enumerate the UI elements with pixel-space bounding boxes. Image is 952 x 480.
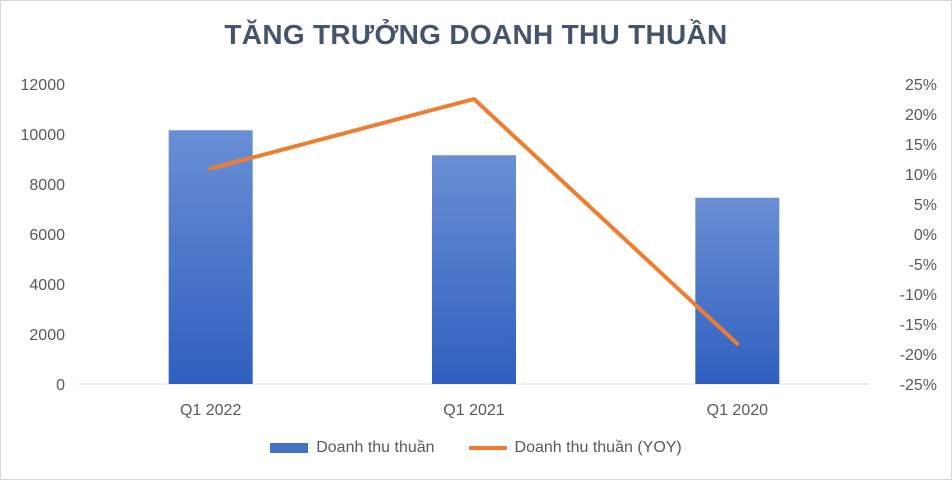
y-right-tick-label: 10% xyxy=(905,167,937,184)
y-right-tick-label: 0% xyxy=(914,227,937,244)
legend-swatch-line xyxy=(468,446,507,450)
y-right-tick-label: 20% xyxy=(905,107,937,124)
y-right-tick-label: 15% xyxy=(905,137,937,154)
y-left-tick-label: 0 xyxy=(56,377,65,394)
legend-label-bar: Doanh thu thuần xyxy=(316,439,435,456)
bar xyxy=(168,130,253,384)
y-right-tick-label: 25% xyxy=(905,77,937,94)
y-left-tick-label: 12000 xyxy=(21,77,66,94)
y-right-tick-label: -10% xyxy=(900,287,937,304)
legend-swatch-bar xyxy=(270,443,309,453)
y-left-tick-label: 4000 xyxy=(29,277,65,294)
legend-item-bar: Doanh thu thuần xyxy=(270,439,435,457)
chart-title: TĂNG TRƯỞNG DOANH THU THUẦN xyxy=(224,19,728,50)
y-right-tick-label: -25% xyxy=(900,377,937,394)
y-left-tick-label: 10000 xyxy=(21,127,66,144)
y-right-tick-label: 5% xyxy=(914,197,937,214)
x-tick-label: Q1 2020 xyxy=(707,402,768,419)
y-right-tick-label: -20% xyxy=(900,347,937,364)
y-left-tick-label: 2000 xyxy=(29,327,65,344)
chart-legend: Doanh thu thuần Doanh thu thuần (YOY) xyxy=(1,439,951,457)
legend-label-line: Doanh thu thuần (YOY) xyxy=(514,439,682,456)
y-right-tick-label: -5% xyxy=(909,257,937,274)
y-left-tick-label: 6000 xyxy=(29,227,65,244)
legend-item-line: Doanh thu thuần (YOY) xyxy=(468,439,682,457)
y-right-tick-label: -15% xyxy=(900,317,937,334)
bar xyxy=(695,197,780,384)
y-left-tick-label: 8000 xyxy=(29,177,65,194)
bar xyxy=(432,155,516,384)
x-tick-label: Q1 2021 xyxy=(443,402,504,419)
x-tick-label: Q1 2022 xyxy=(180,402,241,419)
